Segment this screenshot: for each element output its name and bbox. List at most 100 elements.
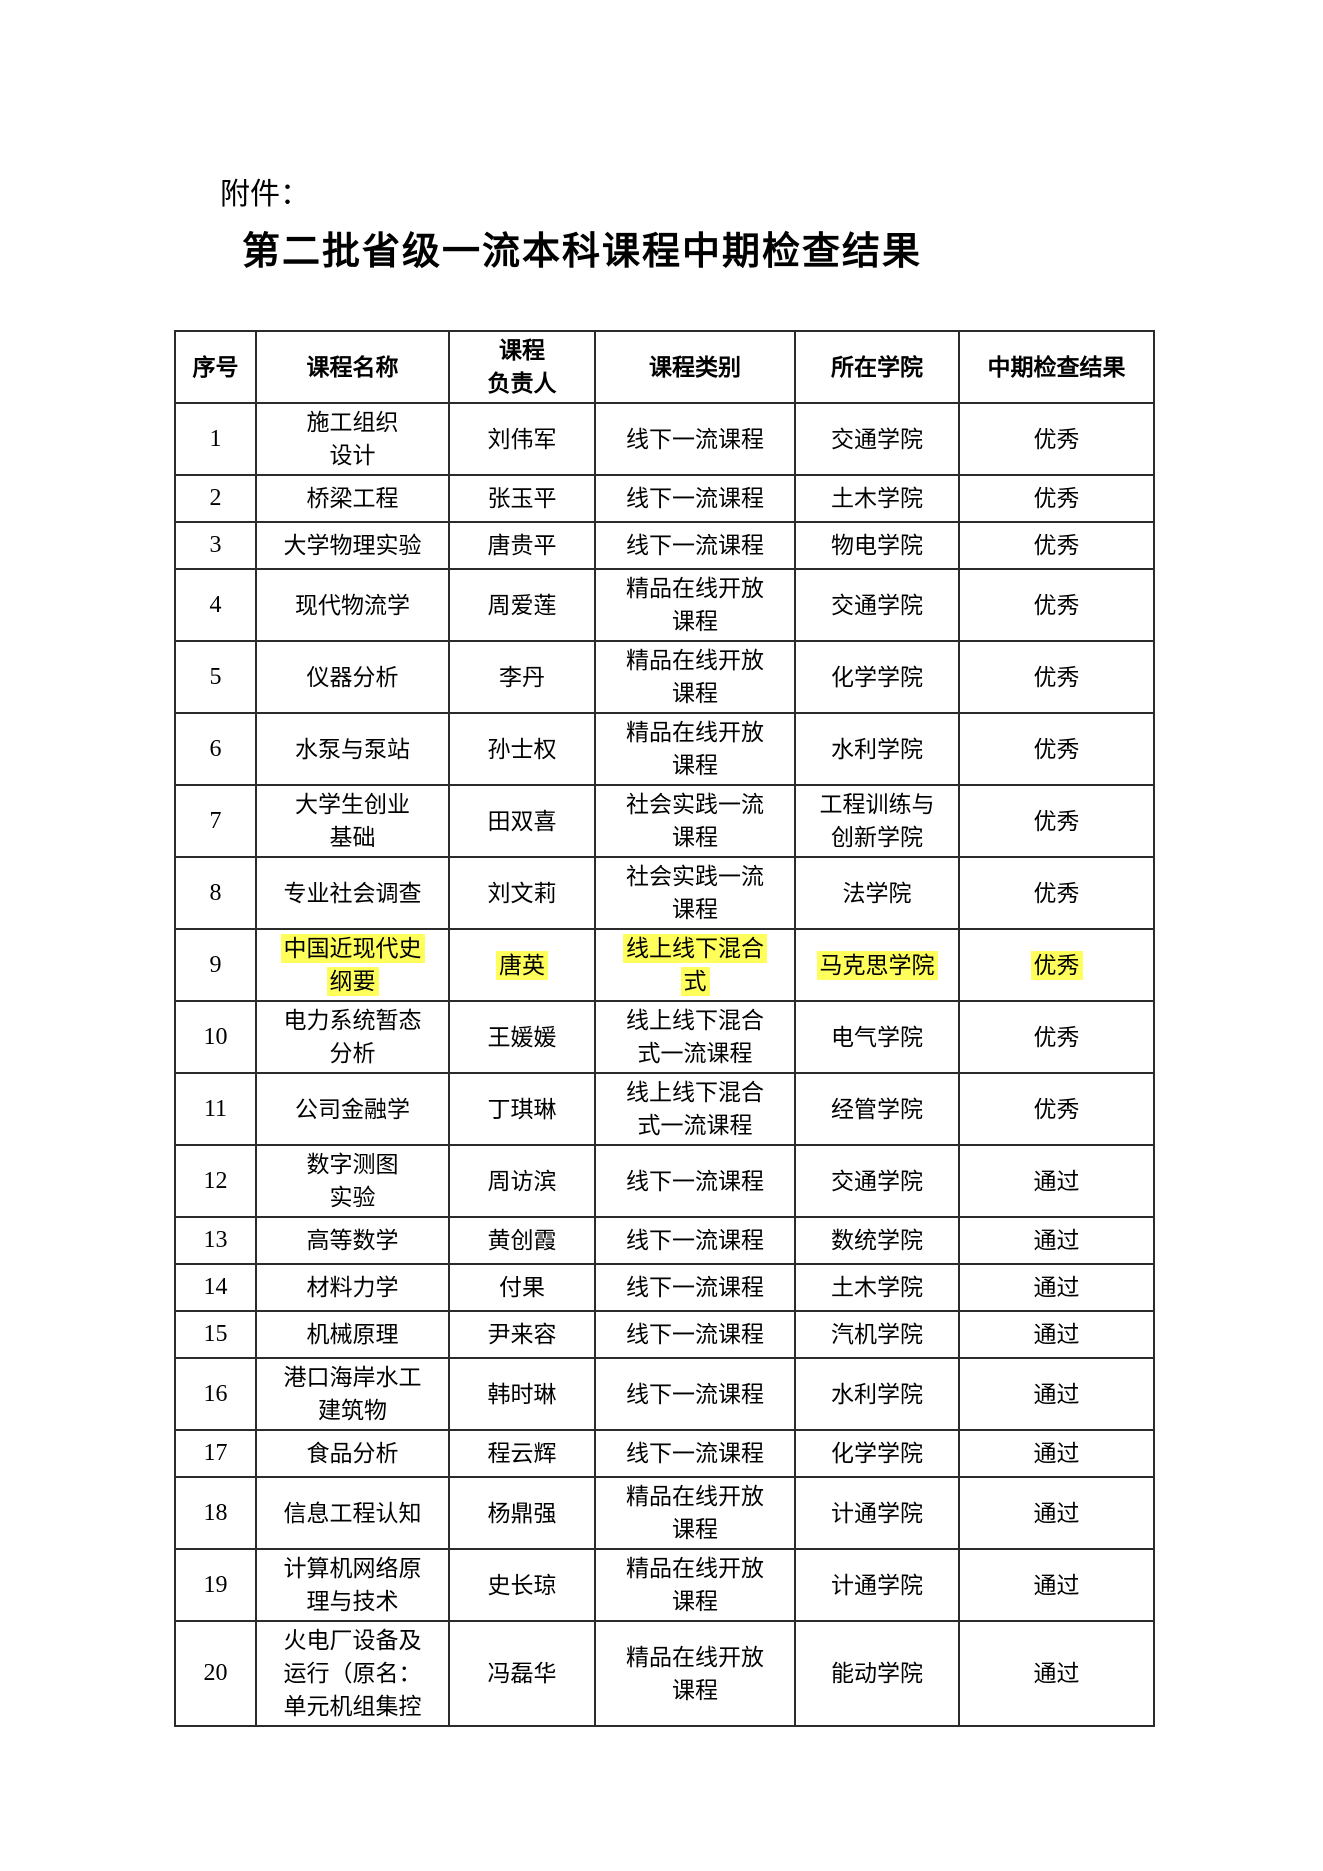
- college: 计通学院: [831, 1500, 923, 1526]
- course-name: 桥梁工程: [306, 486, 399, 511]
- course-leader: 付果: [499, 1275, 545, 1300]
- college: 化学学院: [831, 1441, 923, 1466]
- college: 能动学院: [831, 1661, 923, 1686]
- cell-result: 优秀: [958, 640, 1155, 714]
- cell-college: 水利学院: [794, 712, 960, 786]
- cell-course-category: 线下一流课程: [594, 1263, 796, 1312]
- course-name: 现代物流学: [295, 592, 410, 618]
- cell-course-category: 精品在线开放 课程: [594, 1620, 796, 1727]
- cell-course-category: 精品在线开放 课程: [594, 1476, 796, 1550]
- course-category: 精品在线开放 课程: [626, 648, 764, 706]
- cell-result: 通过: [958, 1476, 1155, 1550]
- course-leader: 冯磊华: [487, 1661, 557, 1686]
- row-number: 9: [209, 951, 222, 978]
- course-leader: 张玉平: [487, 486, 557, 511]
- cell-course-name: 火电厂设备及 运行（原名： 单元机组集控: [255, 1620, 450, 1727]
- cell-course-leader: 韩时琳: [448, 1357, 596, 1431]
- cell-course-leader: 杨鼎强: [448, 1476, 596, 1550]
- course-category: 线下一流课程: [626, 1275, 764, 1300]
- course-category: 线下一流课程: [626, 1441, 764, 1466]
- course-name: 专业社会调查: [283, 880, 422, 906]
- table-row: 9 中国近现代史 纲要 唐英 线上线下混合 式 马克思学院 优秀: [174, 928, 1155, 1002]
- cell-course-name: 大学生创业 基础: [255, 784, 450, 858]
- cell-college: 土木学院: [794, 1263, 960, 1312]
- cell-course-leader: 冯磊华: [448, 1620, 596, 1727]
- cell-result: 优秀: [958, 1072, 1155, 1146]
- cell-result: 优秀: [958, 712, 1155, 786]
- table-row: 14 材料力学 付果 线下一流课程 土木学院 通过: [174, 1263, 1155, 1312]
- college: 物电学院: [831, 533, 923, 558]
- course-name: 机械原理: [306, 1322, 399, 1347]
- cell-no: 2: [174, 474, 257, 523]
- course-leader: 韩时琳: [487, 1381, 557, 1407]
- cell-course-leader: 李丹: [448, 640, 596, 714]
- cell-course-name: 电力系统暂态 分析: [255, 1000, 450, 1074]
- attachment-label: 附件：: [220, 178, 310, 211]
- course-category: 线下一流课程: [626, 533, 764, 558]
- cell-result: 优秀: [958, 474, 1155, 523]
- cell-no: 5: [174, 640, 257, 714]
- table-header-row: 序号 课程名称 课程 负责人 课程类别 所在学院 中期检查结果: [174, 330, 1155, 404]
- cell-course-leader: 孙士权: [448, 712, 596, 786]
- cell-result: 通过: [958, 1429, 1155, 1478]
- cell-course-leader: 刘伟军: [448, 402, 596, 476]
- cell-course-name: 港口海岸水工 建筑物: [255, 1357, 450, 1431]
- course-name: 数字测图 实验: [306, 1152, 399, 1210]
- cell-result: 通过: [958, 1357, 1155, 1431]
- table-row: 8 专业社会调查 刘文莉 社会实践一流 课程 法学院 优秀: [174, 856, 1155, 930]
- cell-course-category: 线下一流课程: [594, 521, 796, 570]
- table-row: 3 大学物理实验 唐贵平 线下一流课程 物电学院 优秀: [174, 521, 1155, 570]
- row-number: 4: [209, 591, 222, 618]
- cell-course-leader: 史长琼: [448, 1548, 596, 1622]
- cell-course-leader: 唐英: [448, 928, 596, 1002]
- page-title: 第二批省级一流本科课程中期检查结果: [242, 231, 923, 273]
- row-number: 11: [203, 1095, 228, 1122]
- cell-college: 土木学院: [794, 474, 960, 523]
- header-result-label: 中期检查结果: [987, 353, 1126, 380]
- table-row: 2 桥梁工程 张玉平 线下一流课程 土木学院 优秀: [174, 474, 1155, 523]
- cell-course-name: 数字测图 实验: [255, 1144, 450, 1218]
- inspection-result: 通过: [1033, 1572, 1080, 1598]
- course-leader: 史长琼: [487, 1572, 557, 1598]
- cell-no: 12: [174, 1144, 257, 1218]
- table-row: 15 机械原理 尹来容 线下一流课程 汽机学院 通过: [174, 1310, 1155, 1359]
- row-number: 19: [203, 1571, 228, 1598]
- cell-course-category: 线上线下混合 式一流课程: [594, 1000, 796, 1074]
- cell-course-category: 精品在线开放 课程: [594, 712, 796, 786]
- cell-course-name: 桥梁工程: [255, 474, 450, 523]
- course-name: 施工组织 设计: [306, 410, 399, 468]
- inspection-result: 通过: [1033, 1661, 1080, 1686]
- cell-no: 4: [174, 568, 257, 642]
- inspection-result: 通过: [1033, 1441, 1080, 1466]
- cell-no: 15: [174, 1310, 257, 1359]
- course-category: 线下一流课程: [626, 486, 764, 511]
- header-course-category: 课程类别: [594, 330, 796, 404]
- cell-no: 7: [174, 784, 257, 858]
- cell-course-category: 线下一流课程: [594, 1310, 796, 1359]
- results-table: 序号 课程名称 课程 负责人 课程类别 所在学院 中期检查结果 1 施工组织 设…: [174, 330, 1155, 1727]
- row-number: 13: [203, 1227, 228, 1253]
- cell-course-name: 仪器分析: [255, 640, 450, 714]
- college: 水利学院: [831, 1381, 923, 1407]
- course-leader: 刘伟军: [487, 426, 557, 452]
- course-leader: 孙士权: [487, 736, 557, 762]
- inspection-result: 优秀: [1033, 1096, 1080, 1122]
- cell-course-name: 机械原理: [255, 1310, 450, 1359]
- header-course-name: 课程名称: [255, 330, 450, 404]
- cell-no: 19: [174, 1548, 257, 1622]
- cell-result: 通过: [958, 1144, 1155, 1218]
- inspection-result: 优秀: [1033, 664, 1080, 690]
- course-name: 公司金融学: [295, 1096, 410, 1122]
- cell-course-leader: 丁琪琳: [448, 1072, 596, 1146]
- table-body: 1 施工组织 设计 刘伟军 线下一流课程 交通学院 优秀 2 桥梁工程 张玉平 …: [174, 402, 1155, 1727]
- course-category: 线下一流课程: [626, 1322, 764, 1347]
- cell-course-category: 精品在线开放 课程: [594, 640, 796, 714]
- cell-course-name: 水泵与泵站: [255, 712, 450, 786]
- cell-course-name: 高等数学: [255, 1216, 450, 1265]
- cell-course-leader: 唐贵平: [448, 521, 596, 570]
- course-name: 中国近现代史 纲要: [280, 934, 425, 996]
- course-category: 社会实践一流 课程: [626, 864, 764, 922]
- cell-college: 物电学院: [794, 521, 960, 570]
- cell-course-category: 线上线下混合 式: [594, 928, 796, 1002]
